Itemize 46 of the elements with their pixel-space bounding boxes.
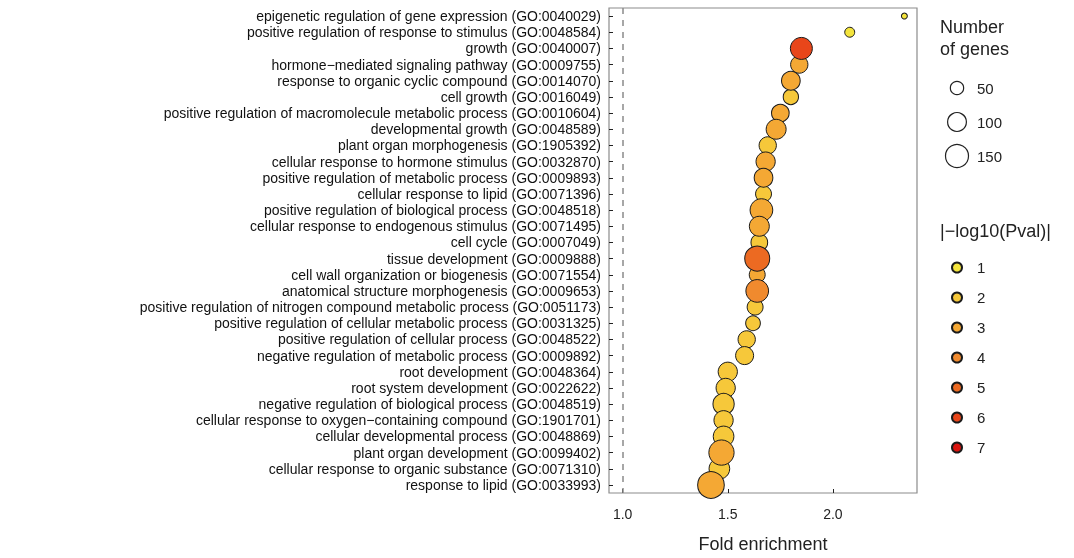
y-tick-label: root development (GO:0048364) [399,363,601,380]
y-tick-label: positive regulation of macromolecule metabolic process (GO:0010604) [163,105,601,122]
y-tick-label: positive regulation of nitrogen compound metabolic process (GO:0051173) [139,299,601,316]
legend-label: 3 [977,319,986,336]
y-tick-label: response to lipid (GO:0033993) [405,476,601,493]
legend-label: 1 [977,259,986,276]
y-tick-label: anatomical structure morphogenesis (GO:0009653) [281,282,601,299]
legend-label: 4 [977,349,986,366]
y-tick-label: growth (GO:0040007) [465,40,601,57]
y-tick-label: epigenetic regulation of gene expression (GO:0040029) [256,8,601,25]
x-axis-title: Fold enrichment [698,534,828,554]
y-tick-label: cellular response to lipid (GO:0071396) [357,185,601,202]
y-tick-label: cellular response to oxygen−containing compound (GO:1901701) [195,412,601,429]
legend-title: |−log10(Pval)| [940,221,1051,241]
y-tick-label: positive regulation of response to stimulus (GO:0048584) [246,24,601,41]
y-tick-label: negative regulation of biological process (GO:0048519) [258,396,601,413]
legend-label: 100 [977,113,1003,131]
y-tick-label: tissue development (GO:0009888) [386,250,601,267]
y-tick-label: cellular response to endogenous stimulus (GO:0071495) [250,218,601,235]
y-tick-label: plant organ development (GO:0099402) [353,444,601,461]
y-tick-label: plant organ morphogenesis (GO:1905392) [337,137,601,154]
y-tick-label: positive regulation of cellular metabolic process (GO:0031325) [214,315,601,332]
x-tick-label: 2.0 [823,506,843,522]
y-tick-label: cell wall organization or biogenesis (GO:0071554) [291,266,601,283]
y-tick-label: positive regulation of cellular process (GO:0048522) [278,331,601,348]
y-tick-label: positive regulation of metabolic process (GO:0009893) [262,169,601,186]
y-tick-label: cellular response to organic substance (GO:0071310) [268,460,601,477]
y-tick-label: negative regulation of metabolic process (GO:0009892) [257,347,601,364]
y-tick-label: developmental growth (GO:0048589) [370,121,601,138]
y-tick-label: cellular response to hormone stimulus (GO:0032870) [271,153,601,170]
x-tick-label: 1.5 [718,506,738,522]
x-tick-label: 1.0 [612,506,633,522]
legend-label: 2 [977,289,986,306]
y-tick-label: response to organic cyclic compound (GO:0014070) [277,72,601,89]
y-tick-label: hormone−mediated signaling pathway (GO:0009755) [271,56,601,73]
y-tick-label: root system development (GO:0022622) [351,379,601,396]
legend-label: 50 [977,79,994,97]
y-tick-label: positive regulation of biological process (GO:0048518) [264,202,601,219]
legend-label: 150 [977,147,1003,165]
legend-label: 7 [977,439,986,456]
y-tick-label: cell cycle (GO:0007049) [450,234,601,251]
y-tick-label: cellular developmental process (GO:0048869) [315,428,601,445]
legend-label: 5 [977,379,986,396]
y-tick-label: cell growth (GO:0016049) [440,88,601,105]
legend-label: 6 [977,409,986,426]
text: Number of genes [940,17,1010,59]
